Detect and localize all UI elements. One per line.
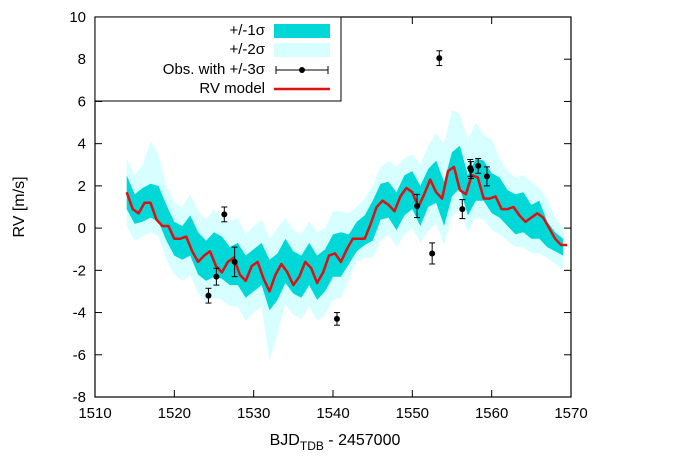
- y-tick-label: -4: [73, 305, 86, 322]
- x-tick-label: 1560: [475, 405, 508, 422]
- rv-model-line: [125, 165, 567, 293]
- observation-point: [429, 242, 436, 265]
- x-tick-label: 1510: [78, 405, 111, 422]
- legend-swatch-2sigma: [274, 43, 330, 57]
- x-tick-label: 1570: [554, 405, 587, 422]
- observation-point: [475, 157, 482, 174]
- y-tick-label: 2: [78, 178, 86, 195]
- y-tick-label: -2: [73, 262, 86, 279]
- observation-point: [205, 287, 212, 304]
- observations-series: [205, 50, 490, 326]
- observation-point: [221, 206, 228, 223]
- legend-label-obs: Obs. with +/-3σ: [163, 61, 266, 78]
- observation-point: [231, 246, 238, 278]
- observation-point: [468, 161, 475, 179]
- band-1sigma: [126, 145, 564, 311]
- rv-model-series: [125, 165, 567, 293]
- y-tick-label: 6: [78, 93, 86, 110]
- x-axis-label: BJDTDB - 2457000: [270, 432, 401, 452]
- x-tick-label: 1540: [316, 405, 349, 422]
- x-tick-label: 1520: [158, 405, 191, 422]
- legend: +/-1σ +/-2σ Obs. with +/-3σ RV model: [94, 16, 342, 102]
- legend-label-model: RV model: [199, 80, 265, 97]
- y-tick-label: 0: [78, 220, 86, 237]
- legend-swatch-obs: [275, 66, 329, 74]
- y-tick-label: -8: [73, 389, 86, 406]
- y-tick-label: 10: [69, 9, 86, 26]
- legend-label-1sigma: +/-1σ: [229, 22, 265, 39]
- observation-point: [213, 267, 220, 286]
- y-tick-label: -6: [73, 347, 86, 364]
- observation-point: [459, 199, 466, 220]
- x-axis-label-sub: TDB: [300, 439, 324, 452]
- observation-point: [483, 166, 490, 187]
- y-tick-label: 4: [78, 136, 86, 153]
- band-1sigma-area: [126, 145, 564, 311]
- tick-labels: 1510 1520 1530 1540 1550 1560 1570 -8 -6 -4 -2 0 2 4 6…: [69, 9, 587, 422]
- x-tick-label: 1530: [237, 405, 270, 422]
- x-tick-label: 1550: [396, 405, 429, 422]
- x-axis-label-suffix: - 2457000: [324, 432, 401, 449]
- legend-swatch-1sigma: [274, 24, 330, 38]
- observation-point: [333, 312, 340, 326]
- x-axis-label-main: BJD: [270, 432, 300, 449]
- legend-label-2sigma: +/-2σ: [229, 41, 265, 58]
- observation-point: [436, 50, 443, 67]
- y-tick-label: 8: [78, 51, 86, 68]
- observation-point: [414, 193, 421, 219]
- y-axis-label: RV [m/s]: [11, 176, 28, 237]
